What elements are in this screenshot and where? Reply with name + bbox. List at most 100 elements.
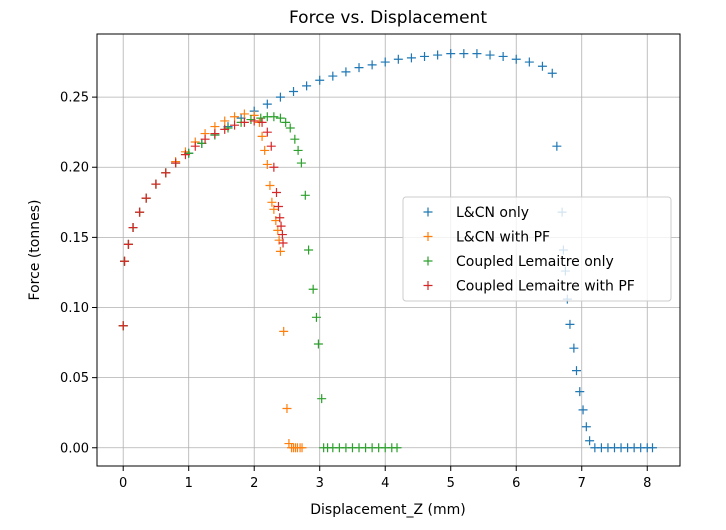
data-point (257, 117, 267, 127)
chart-title: Force vs. Displacement (289, 8, 487, 28)
data-point (285, 123, 295, 133)
y-tick-label: 0.00 (60, 441, 89, 456)
x-tick-label: 3 (316, 476, 324, 491)
data-point (275, 92, 285, 102)
data-point (585, 436, 595, 446)
data-point (289, 87, 299, 97)
x-tick-label: 6 (512, 476, 520, 491)
data-point (485, 50, 495, 60)
data-point (420, 51, 430, 61)
data-point (547, 68, 557, 78)
data-point (230, 112, 240, 122)
x-tick-label: 7 (578, 476, 586, 491)
data-point (302, 81, 312, 91)
data-point (262, 127, 272, 137)
data-point (200, 134, 210, 144)
data-point (180, 150, 190, 160)
data-point (210, 129, 220, 139)
legend: L&CN only L&CN with PF Coupled Lemaitre on… (402, 196, 672, 302)
data-point (311, 312, 321, 322)
data-point (552, 141, 562, 151)
x-tick-label: 2 (250, 476, 258, 491)
data-point (524, 57, 534, 67)
data-point (472, 49, 482, 59)
y-tick-label: 0.05 (60, 371, 89, 386)
data-point (273, 202, 283, 212)
data-point (276, 221, 286, 231)
x-axis-label: Displacement_Z (mm) (310, 502, 465, 518)
series-3 (118, 116, 288, 331)
data-point (304, 245, 314, 255)
data-point (151, 179, 161, 189)
data-point (269, 204, 279, 214)
data-point (328, 71, 338, 81)
data-point (392, 443, 402, 453)
data-point (296, 158, 306, 168)
data-point (281, 117, 291, 127)
data-point (267, 197, 277, 207)
data-point (275, 213, 285, 223)
y-tick-label: 0.15 (60, 231, 89, 246)
data-point (190, 141, 200, 151)
data-point (161, 168, 171, 178)
x-tick-label: 1 (185, 476, 193, 491)
data-point (262, 159, 272, 169)
data-point (239, 117, 249, 127)
plot-frame (96, 33, 681, 467)
data-point (128, 223, 138, 233)
ticks: 0 1 2 3 4 5 6 7 8 0.00 0.05 0.10 0.15 0.20 0.25 (60, 91, 651, 491)
y-tick-label: 0.25 (60, 91, 89, 106)
data-point (239, 109, 249, 119)
data-point (269, 162, 279, 172)
data-point (565, 319, 575, 329)
data-point (315, 75, 325, 85)
data-point (446, 49, 456, 59)
data-point (260, 145, 270, 155)
legend-entry: L&CN only (456, 205, 529, 221)
data-point (123, 239, 133, 249)
data-point (269, 112, 279, 122)
y-tick-label: 0.20 (60, 161, 89, 176)
data-point (257, 131, 267, 141)
data-point (300, 190, 310, 200)
data-point (271, 187, 281, 197)
data-point (278, 238, 288, 248)
data-point (230, 120, 240, 130)
data-point (120, 256, 130, 266)
data-point (575, 387, 585, 397)
data-point (578, 405, 588, 415)
legend-entry: Coupled Lemaitre with PF (456, 279, 635, 295)
legend-entry: L&CN with PF (456, 230, 550, 246)
data-point (256, 113, 266, 123)
data-point (341, 67, 351, 77)
data-point (266, 141, 276, 151)
x-tick-label: 8 (643, 476, 651, 491)
y-tick-label: 0.10 (60, 301, 89, 316)
data-point (220, 124, 230, 134)
data-point (393, 54, 403, 64)
legend-box (402, 196, 672, 302)
data-point (275, 246, 285, 256)
data-point (647, 443, 657, 453)
x-tick-label: 0 (119, 476, 127, 491)
data-point (220, 116, 230, 126)
legend-entry: Coupled Lemaitre only (456, 254, 614, 270)
data-point (290, 134, 300, 144)
series-layer (118, 49, 657, 453)
x-tick-label: 4 (381, 476, 389, 491)
data-point (581, 422, 591, 432)
data-point (118, 321, 128, 331)
data-point (135, 207, 145, 217)
data-point (459, 49, 469, 59)
data-point (282, 403, 292, 413)
data-point (293, 145, 303, 155)
x-tick-label: 5 (447, 476, 455, 491)
data-point (572, 366, 582, 376)
data-point (433, 50, 443, 60)
data-point (275, 113, 285, 123)
legend-marker (423, 232, 433, 241)
data-point (313, 339, 323, 349)
data-point (297, 443, 307, 453)
data-point (141, 193, 151, 203)
